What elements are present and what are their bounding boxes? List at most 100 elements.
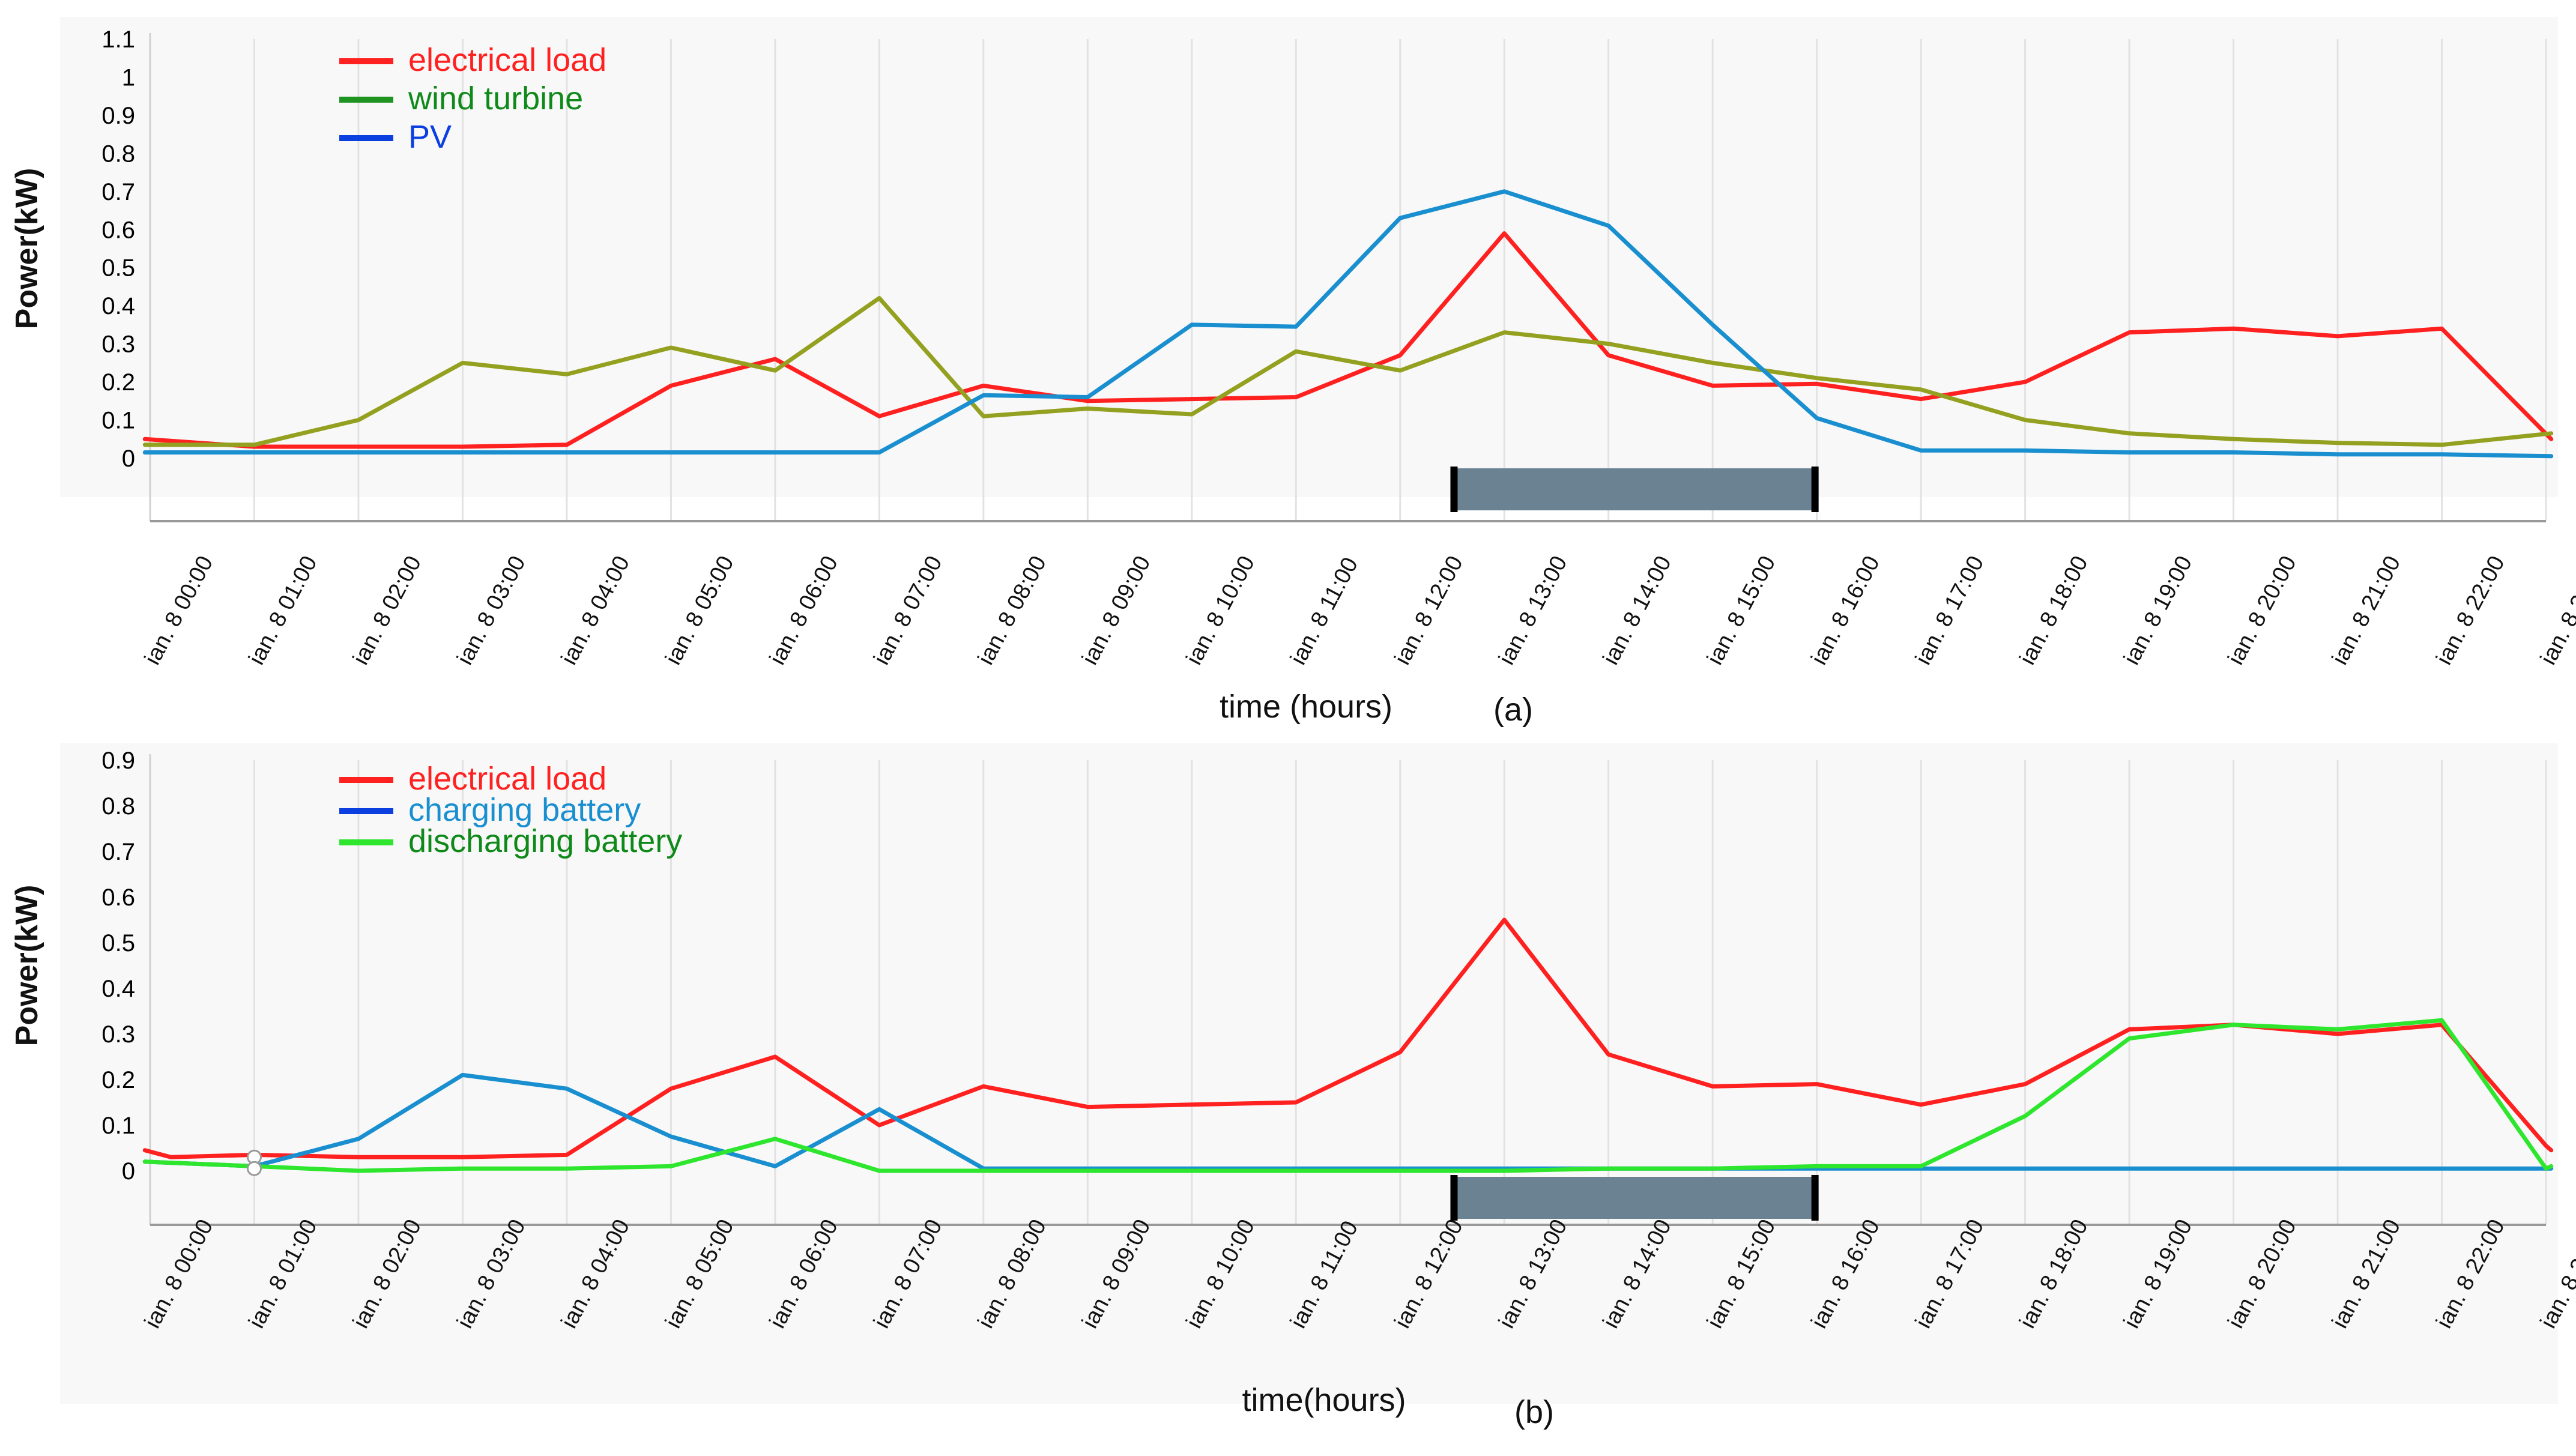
data-point-pv xyxy=(1502,189,1507,194)
data-point-discharging-battery xyxy=(1815,1164,1819,1168)
data-point-wind-turbine xyxy=(1293,349,1298,354)
data-point-pv xyxy=(2231,450,2236,455)
data-point-electrical-load xyxy=(668,383,673,388)
legend-label: electrical load xyxy=(408,42,606,78)
data-point-pv xyxy=(877,450,881,455)
hover-marker[interactable] xyxy=(246,1161,262,1176)
data-point-electrical-load xyxy=(981,383,986,388)
data-point-discharging-battery xyxy=(773,1137,778,1141)
legend-label: charging battery xyxy=(408,792,641,828)
data-point-wind-turbine xyxy=(2127,431,2132,436)
data-point-electrical-load xyxy=(1293,394,1298,399)
data-point-electrical-load xyxy=(2023,379,2028,384)
x-tick-label: ian. 8 04:00 xyxy=(557,552,635,669)
plot-background xyxy=(60,743,2558,1404)
data-point-wind-turbine xyxy=(1190,412,1194,417)
y-tick-label: 0.8 xyxy=(101,140,135,167)
series-line-electrical-load xyxy=(142,231,2554,449)
data-point-electrical-load xyxy=(1918,1102,1923,1107)
series-line-wind-turbine xyxy=(142,296,2554,447)
data-point-electrical-load xyxy=(564,1152,569,1157)
data-point-electrical-load xyxy=(1606,353,1611,358)
data-point-electrical-load xyxy=(1710,383,1715,388)
x-tick-label: ian. 8 17:00 xyxy=(1911,552,1989,669)
series-line-charging-battery xyxy=(142,1072,2554,1171)
data-point-discharging-battery xyxy=(2023,1114,2028,1119)
data-point-pv xyxy=(252,450,256,455)
data-point-electrical-load xyxy=(1606,1052,1611,1057)
chart-panel-b: 0.90.80.70.60.50.40.30.20.10Power(kW)ian… xyxy=(10,743,2576,1430)
data-point-discharging-battery xyxy=(1502,1168,1507,1173)
data-point-discharging-battery xyxy=(2231,1023,2236,1027)
data-point-electrical-load xyxy=(1085,1105,1090,1110)
data-point-charging-battery xyxy=(2335,1166,2340,1171)
data-point-electrical-load xyxy=(460,444,465,449)
y-tick-label: 0.3 xyxy=(101,1021,135,1048)
data-point-wind-turbine xyxy=(1918,387,1923,392)
x-tick-label: ian. 8 15:00 xyxy=(1702,552,1780,669)
data-point-electrical-load xyxy=(2127,330,2132,335)
data-point-electrical-load xyxy=(2023,1082,2028,1087)
data-point-pv xyxy=(356,450,361,455)
data-point-pv xyxy=(142,450,147,455)
data-point-charging-battery xyxy=(877,1107,881,1111)
panel-label: (a) xyxy=(1493,692,1533,728)
x-tick-label: ian. 8 10:00 xyxy=(1182,552,1260,669)
data-point-discharging-battery xyxy=(981,1168,986,1173)
data-point-pv xyxy=(2023,448,2028,453)
y-tick-label: 0.7 xyxy=(101,179,135,205)
data-point-discharging-battery xyxy=(2544,1166,2548,1171)
data-point-discharging-battery xyxy=(2549,1164,2554,1168)
data-point-pv xyxy=(1398,216,1403,220)
x-tick-label: ian. 8 22:00 xyxy=(2431,552,2509,669)
data-point-electrical-load xyxy=(460,1155,465,1159)
y-tick-label: 1.1 xyxy=(101,26,135,53)
y-tick-label: 0.2 xyxy=(101,369,135,396)
data-point-pv xyxy=(1190,322,1194,327)
highlight-interval-end-marker xyxy=(1811,1175,1819,1221)
series-line-discharging-battery xyxy=(142,1018,2554,1173)
data-point-discharging-battery xyxy=(1606,1166,1611,1171)
data-point-discharging-battery xyxy=(668,1164,673,1168)
data-point-electrical-load xyxy=(877,414,881,418)
data-point-electrical-load xyxy=(773,357,778,361)
data-point-electrical-load xyxy=(668,1086,673,1091)
data-point-pv xyxy=(1918,448,1923,453)
data-point-electrical-load xyxy=(2127,1027,2132,1032)
data-point-electrical-load xyxy=(1293,1100,1298,1105)
data-point-electrical-load xyxy=(1398,353,1403,358)
y-tick-label: 0.2 xyxy=(101,1067,135,1093)
data-point-electrical-load xyxy=(2335,334,2340,339)
data-point-electrical-load xyxy=(356,1155,361,1159)
x-axis-title: time(hours) xyxy=(1242,1382,1406,1418)
data-point-pv xyxy=(460,450,465,455)
series-line-pv xyxy=(142,189,2554,459)
y-axis-title: Power(kW) xyxy=(10,885,44,1047)
y-axis-title: Power(kW) xyxy=(10,168,44,330)
x-tick-label: ian. 8 06:00 xyxy=(765,552,843,669)
data-point-charging-battery xyxy=(564,1086,569,1091)
data-point-electrical-load xyxy=(169,1155,174,1159)
data-point-charging-battery xyxy=(2440,1166,2444,1171)
data-point-pv xyxy=(2335,452,2340,457)
data-point-wind-turbine xyxy=(2335,441,2340,446)
x-tick-label: ian. 8 20:00 xyxy=(2223,552,2301,669)
legend-label: wind turbine xyxy=(408,80,583,116)
data-point-pv xyxy=(1815,415,1819,420)
data-point-wind-turbine xyxy=(2023,418,2028,423)
data-point-pv xyxy=(981,393,986,397)
x-tick-label: ian. 8 19:00 xyxy=(2119,552,2197,669)
data-point-wind-turbine xyxy=(564,372,569,376)
data-point-wind-turbine xyxy=(668,345,673,350)
data-point-wind-turbine xyxy=(252,443,256,447)
data-point-wind-turbine xyxy=(981,414,986,418)
data-point-electrical-load xyxy=(2440,326,2444,331)
y-tick-label: 0.5 xyxy=(101,930,135,956)
data-point-discharging-battery xyxy=(1398,1168,1403,1173)
x-tick-label: ian. 8 08:00 xyxy=(973,552,1051,669)
data-point-charging-battery xyxy=(773,1164,778,1168)
data-point-electrical-load xyxy=(1710,1084,1715,1089)
x-tick-label: ian. 8 21:00 xyxy=(2327,552,2405,669)
data-point-electrical-load xyxy=(1190,397,1194,402)
